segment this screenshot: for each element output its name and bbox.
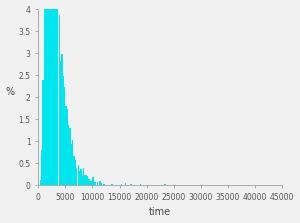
Bar xyxy=(76,168,77,185)
Bar xyxy=(80,169,82,185)
Bar xyxy=(97,182,98,185)
Bar xyxy=(88,179,90,185)
Bar xyxy=(125,184,126,185)
Bar xyxy=(83,168,84,185)
Bar xyxy=(57,3,59,185)
Bar xyxy=(61,54,63,185)
Bar xyxy=(56,0,57,185)
Bar xyxy=(87,176,88,185)
Bar xyxy=(111,184,113,185)
Bar xyxy=(46,0,48,185)
Bar xyxy=(72,140,74,185)
Bar xyxy=(82,176,83,185)
Bar xyxy=(49,0,50,185)
Bar xyxy=(53,0,54,185)
Bar xyxy=(84,175,86,185)
Bar xyxy=(77,165,79,185)
Bar xyxy=(40,180,41,185)
Bar xyxy=(58,15,60,185)
Bar xyxy=(60,61,61,185)
Bar xyxy=(92,177,94,185)
Bar xyxy=(50,0,52,185)
Bar xyxy=(90,181,91,185)
Bar xyxy=(71,144,72,185)
Bar xyxy=(67,109,68,185)
Bar xyxy=(64,87,65,185)
Bar xyxy=(44,0,45,185)
Bar xyxy=(100,183,102,185)
Bar xyxy=(99,181,101,185)
Bar xyxy=(140,184,141,185)
Bar xyxy=(121,184,122,185)
Bar xyxy=(164,184,166,185)
Bar xyxy=(74,156,75,185)
X-axis label: time: time xyxy=(149,207,171,217)
Bar xyxy=(86,175,87,185)
Bar xyxy=(103,184,105,185)
Bar xyxy=(94,182,95,185)
Bar xyxy=(69,128,71,185)
Bar xyxy=(95,182,96,185)
Bar xyxy=(45,0,46,185)
Bar xyxy=(68,125,69,185)
Bar xyxy=(48,0,49,185)
Bar xyxy=(42,80,44,185)
Bar xyxy=(91,181,92,185)
Bar xyxy=(75,160,76,185)
Bar xyxy=(130,184,132,185)
Bar xyxy=(65,106,67,185)
Bar xyxy=(79,171,80,185)
Bar xyxy=(55,0,56,185)
Bar xyxy=(63,76,64,185)
Bar xyxy=(52,0,53,185)
Bar xyxy=(41,150,42,185)
Y-axis label: %: % xyxy=(6,87,15,97)
